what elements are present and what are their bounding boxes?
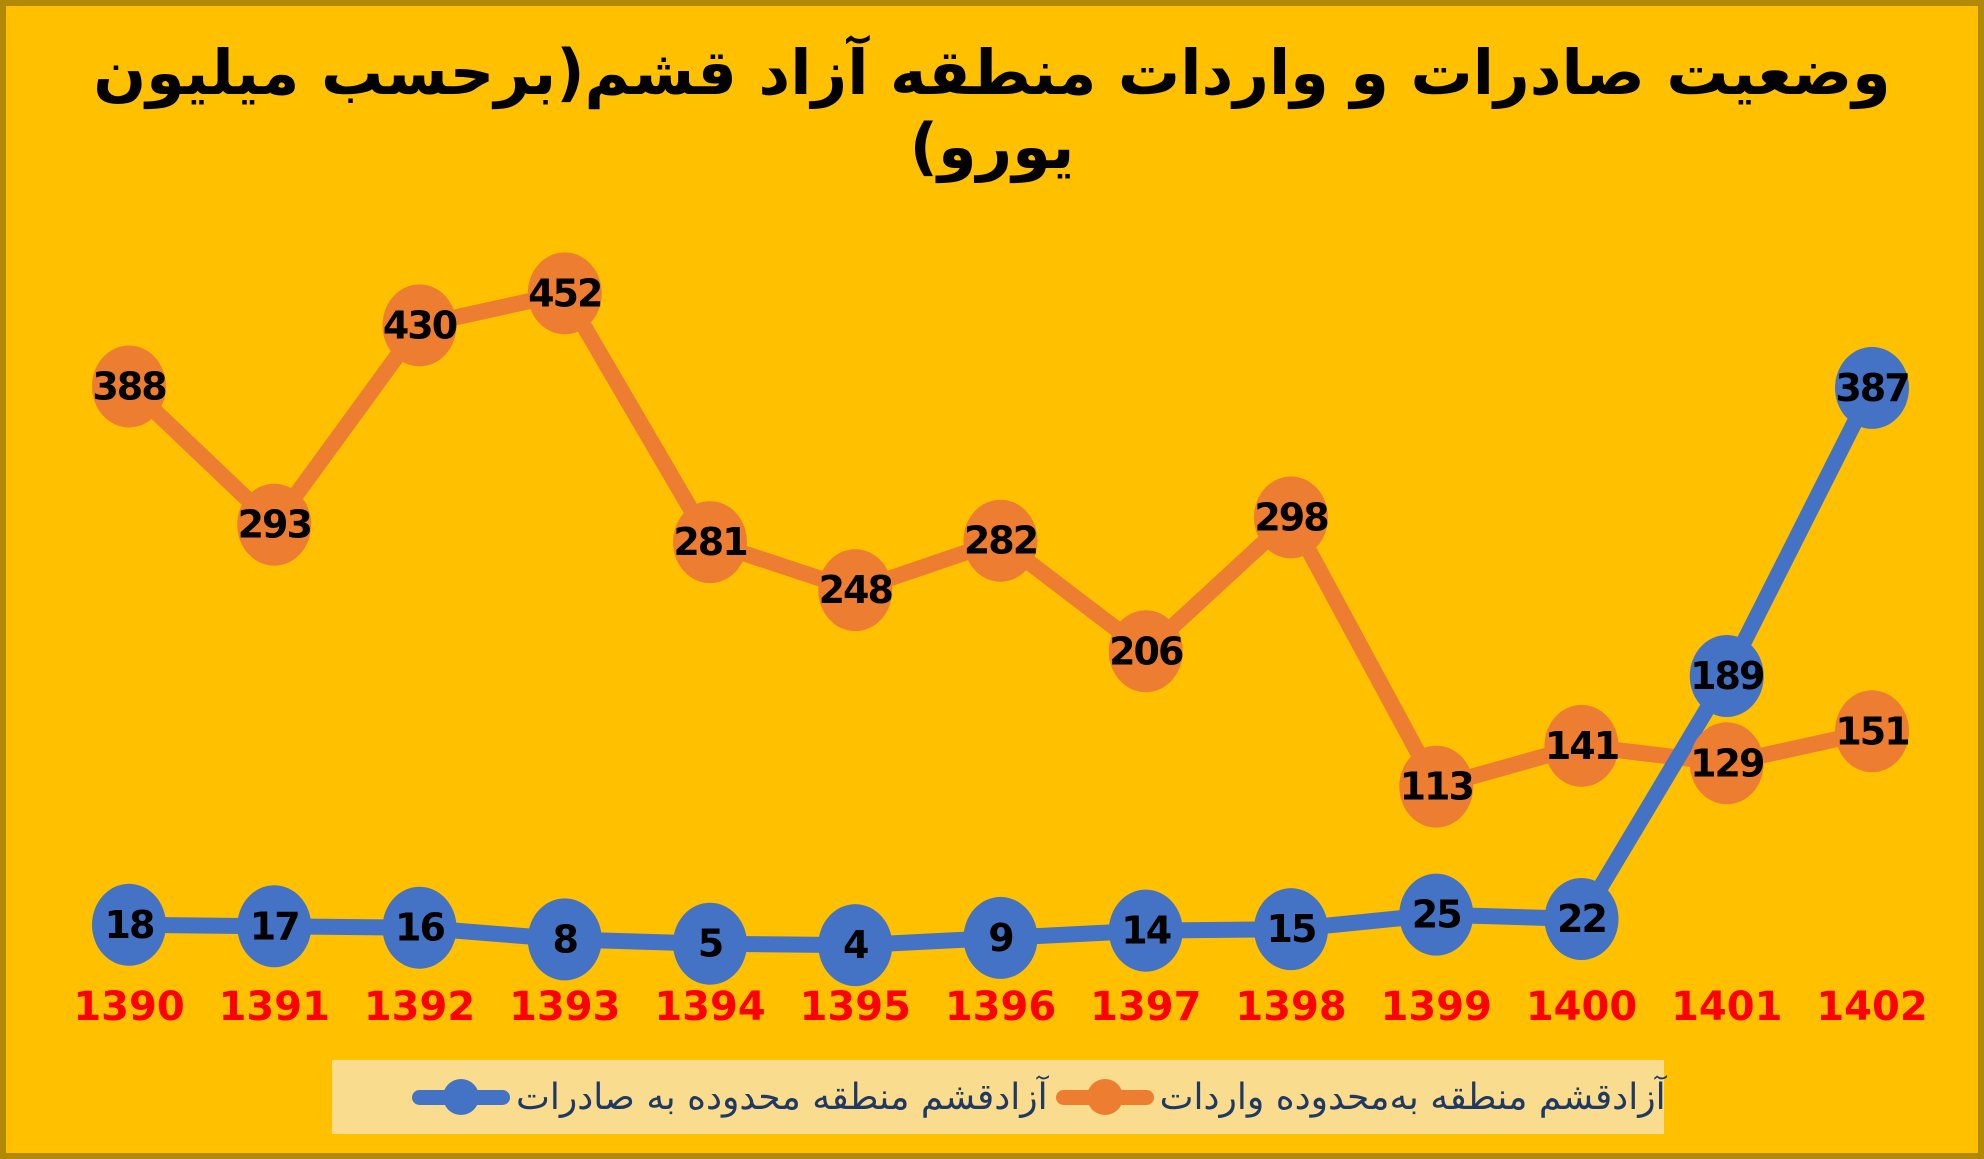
x-axis-year-label: 1400 (1526, 984, 1637, 1030)
data-point-marker (237, 483, 312, 566)
data-point-marker (237, 885, 312, 968)
series-line-0 (121, 379, 1880, 954)
x-axis-year-label: 1396 (945, 984, 1056, 1030)
data-point-label: 113 (1400, 765, 1473, 809)
data-point-label: 4 (843, 923, 868, 967)
data-point-marker (1689, 722, 1764, 805)
legend-item-exports: صادرات به محدوده منطقه آزادقشم (410, 1075, 1048, 1119)
data-point-marker (382, 284, 457, 367)
x-axis-year-label: 1394 (654, 984, 765, 1030)
data-point-label: 189 (1690, 654, 1764, 698)
legend-item-imports: واردات به‌محدوده منطقه آزادقشم (1054, 1075, 1666, 1119)
data-point-label: 298 (1254, 495, 1328, 539)
legend-label: صادرات به محدوده منطقه آزادقشم (516, 1076, 1048, 1118)
data-point-label: 151 (1835, 709, 1908, 753)
data-point-label: 18 (105, 903, 154, 947)
data-point-label: 141 (1545, 724, 1618, 768)
data-point-marker (673, 501, 747, 584)
data-point-label: 25 (1412, 893, 1461, 937)
x-axis-year-label: 1402 (1816, 984, 1927, 1030)
data-point-label: 452 (528, 271, 601, 315)
data-point-label: 430 (383, 303, 457, 347)
data-point-label: 248 (819, 568, 893, 612)
data-point-marker (1835, 346, 1909, 429)
data-point-label: 8 (553, 917, 578, 961)
data-point-label: 388 (92, 364, 166, 408)
data-point-marker (1108, 889, 1183, 972)
data-point-marker (92, 883, 166, 966)
data-point-marker (92, 345, 166, 428)
data-point-label: 22 (1557, 897, 1606, 941)
data-point-marker (1544, 704, 1619, 787)
x-axis-year-label: 1392 (364, 984, 475, 1030)
data-point-label: 9 (988, 916, 1013, 960)
x-axis-year-label: 1397 (1090, 984, 1201, 1030)
data-point-marker (1689, 635, 1764, 718)
data-point-marker (818, 904, 893, 987)
data-point-marker (818, 549, 893, 632)
x-axis-year-label: 1391 (219, 984, 330, 1030)
x-axis-year-label: 1398 (1235, 984, 1346, 1030)
data-point-marker (527, 252, 602, 335)
x-axis-year-label: 1395 (800, 984, 911, 1030)
data-point-label: 282 (964, 519, 1037, 563)
data-point-marker (963, 896, 1038, 979)
x-axis-year-label: 1393 (509, 984, 620, 1030)
data-point-marker (1835, 690, 1909, 773)
data-point-marker (527, 898, 602, 981)
data-point-label: 206 (1109, 629, 1183, 673)
data-point-label: 129 (1690, 741, 1764, 785)
data-point-label: 17 (250, 904, 299, 948)
data-point-label: 15 (1267, 907, 1316, 951)
legend-label: واردات به‌محدوده منطقه آزادقشم (1159, 1076, 1666, 1118)
chart-legend: صادرات به محدوده منطقه آزادقشم واردات به‌… (332, 1060, 1666, 1134)
data-point-label: 5 (698, 922, 722, 966)
x-axis-year-label: 1390 (73, 984, 184, 1030)
data-point-marker (963, 499, 1038, 582)
data-point-marker (1254, 888, 1328, 971)
data-point-label: 293 (238, 503, 311, 547)
data-point-marker (1108, 610, 1183, 693)
x-axis-year-label: 1399 (1381, 984, 1492, 1030)
data-point-marker (673, 902, 747, 985)
data-point-marker (1254, 476, 1328, 559)
data-point-label: 281 (673, 520, 746, 564)
line-chart-canvas: 388 293 430 452 281 248 282 206 298 113 141 129 151 1… (73, 252, 1928, 1030)
data-point-marker (1544, 877, 1619, 960)
chart-title: وضعیت صادرات و واردات منطقه آزاد قشم(برح… (93, 36, 1891, 184)
data-point-label: 16 (395, 906, 444, 950)
data-point-label: 387 (1835, 366, 1908, 410)
line-with-circle-marker-icon (412, 1079, 510, 1115)
data-point-marker (382, 886, 457, 969)
data-point-label: 14 (1121, 909, 1170, 953)
line-with-circle-marker-icon (1055, 1079, 1154, 1115)
data-point-marker (1399, 745, 1474, 828)
x-axis-year-label: 1401 (1671, 984, 1782, 1030)
data-point-marker (1399, 873, 1474, 956)
